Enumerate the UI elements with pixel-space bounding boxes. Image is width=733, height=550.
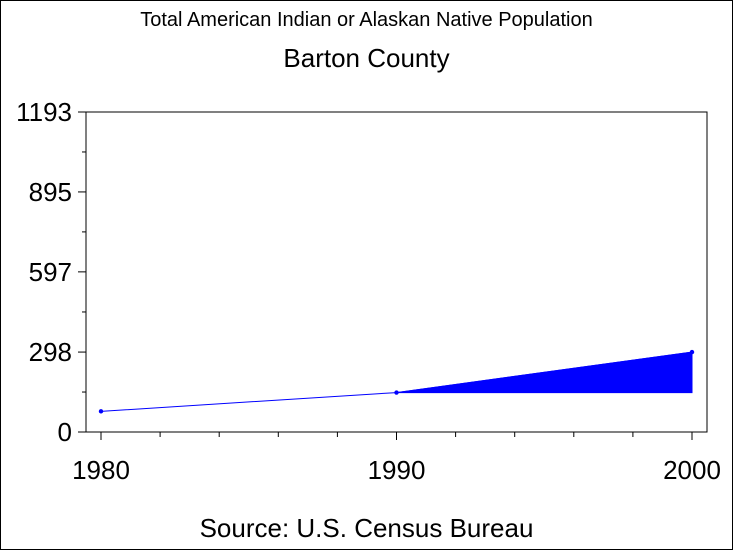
x-tick-label: 2000 [663, 455, 721, 485]
series-population [98, 349, 695, 414]
y-axis: 0 298 597 895 1193 [16, 97, 86, 447]
x-tick-label: 1990 [368, 455, 426, 485]
data-point-1990 [394, 390, 399, 395]
chart-title: Total American Indian or Alaskan Native … [140, 9, 593, 31]
source-note: Source: U.S. Census Bureau [199, 513, 534, 543]
data-point-2000 [689, 349, 695, 355]
y-tick-label: 298 [29, 337, 72, 367]
y-tick-label: 1193 [16, 97, 72, 127]
y-tick-label: 597 [29, 257, 72, 287]
chart-subtitle: Barton County [283, 43, 450, 73]
x-tick-label: 1980 [72, 455, 130, 485]
x-axis: 1980 1990 2000 [72, 432, 721, 485]
y-tick-label: 0 [58, 417, 72, 447]
data-point-1980 [98, 409, 104, 414]
y-tick-label: 895 [29, 177, 72, 207]
